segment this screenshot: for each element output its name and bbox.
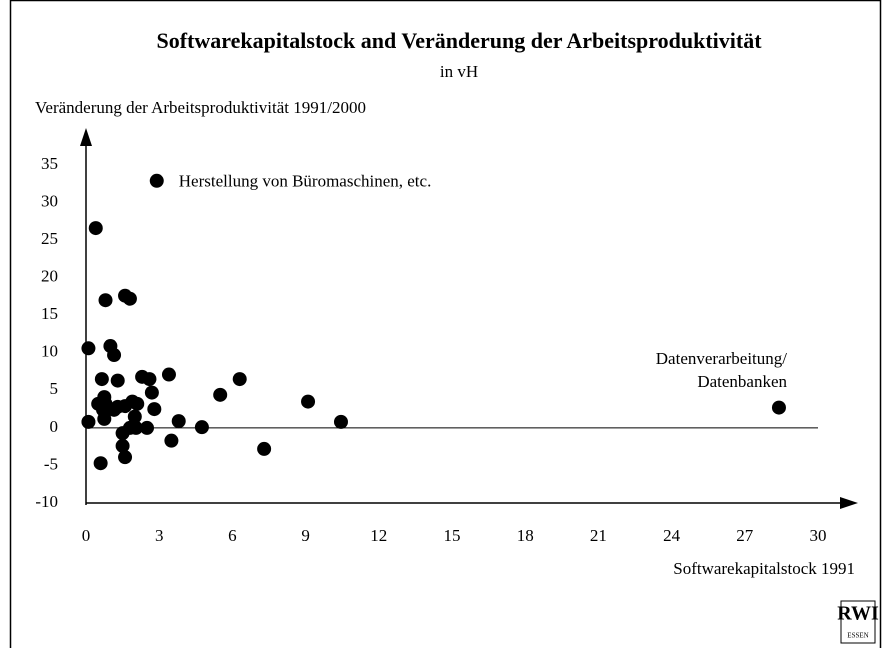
y-axis-label: Veränderung der Arbeitsproduktivität 199…: [35, 98, 366, 117]
point: [142, 372, 157, 387]
point: [81, 341, 96, 356]
point: [107, 402, 122, 417]
y-tick-label: -5: [44, 454, 58, 473]
subtitle: in vH: [440, 62, 478, 81]
y-tick-label: 0: [50, 417, 59, 436]
x-tick-label: 15: [444, 526, 461, 545]
point: [194, 420, 209, 435]
point: [97, 411, 112, 426]
point: [333, 414, 348, 429]
point: [110, 373, 125, 388]
x-tick-label: 30: [810, 526, 827, 545]
point: [771, 400, 786, 415]
logo-box: [840, 600, 876, 644]
point: [171, 414, 186, 429]
x-tick-label: 18: [517, 526, 534, 545]
point: [115, 426, 130, 441]
y-tick-label: -10: [35, 492, 58, 511]
point: [164, 433, 179, 448]
y-tick-label: 25: [41, 229, 58, 248]
x-tick-label: 12: [370, 526, 387, 545]
point: [301, 394, 316, 409]
point: [98, 293, 113, 308]
point: [107, 348, 122, 363]
point: [88, 221, 103, 236]
logo-subtext: ESSEN: [847, 632, 868, 640]
annotation: Datenbanken: [697, 372, 787, 391]
frame: [9, 0, 882, 648]
annotation: Datenverarbeitung/: [656, 349, 787, 368]
y-tick-label: 10: [41, 342, 58, 361]
point: [94, 372, 109, 387]
x-tick-label: 0: [82, 526, 91, 545]
x-axis-arrow: [840, 497, 858, 509]
point: [118, 450, 133, 465]
point: [122, 291, 137, 306]
y-tick-label: 30: [41, 191, 58, 210]
point: [127, 409, 142, 424]
point: [118, 399, 133, 414]
point: [93, 456, 108, 471]
point: [213, 387, 228, 402]
logo-text: RWI: [837, 603, 879, 625]
point: [161, 367, 176, 382]
x-tick-label: 24: [663, 526, 681, 545]
x-tick-label: 21: [590, 526, 607, 545]
point: [147, 402, 162, 417]
y-tick-label: 35: [41, 154, 58, 173]
y-tick-label: 5: [50, 379, 59, 398]
x-tick-label: 9: [301, 526, 310, 545]
y-tick-label: 15: [41, 304, 58, 323]
x-axis-label: Softwarekapitalstock 1991: [673, 559, 855, 578]
annotation: Herstellung von Büromaschinen, etc.: [179, 172, 432, 191]
point: [115, 438, 130, 453]
point: [149, 173, 164, 188]
y-axis-arrow: [80, 128, 92, 146]
x-tick-label: 27: [736, 526, 754, 545]
x-tick-label: 6: [228, 526, 237, 545]
point: [232, 372, 247, 387]
point: [130, 396, 145, 411]
point: [140, 420, 154, 435]
point: [257, 441, 272, 456]
point: [144, 385, 159, 400]
point: [129, 420, 144, 435]
chart-title: Softwarekapitalstock and Veränderung der…: [156, 28, 762, 53]
point: [81, 414, 96, 429]
y-tick-label: 20: [41, 267, 58, 286]
x-tick-label: 3: [155, 526, 164, 545]
